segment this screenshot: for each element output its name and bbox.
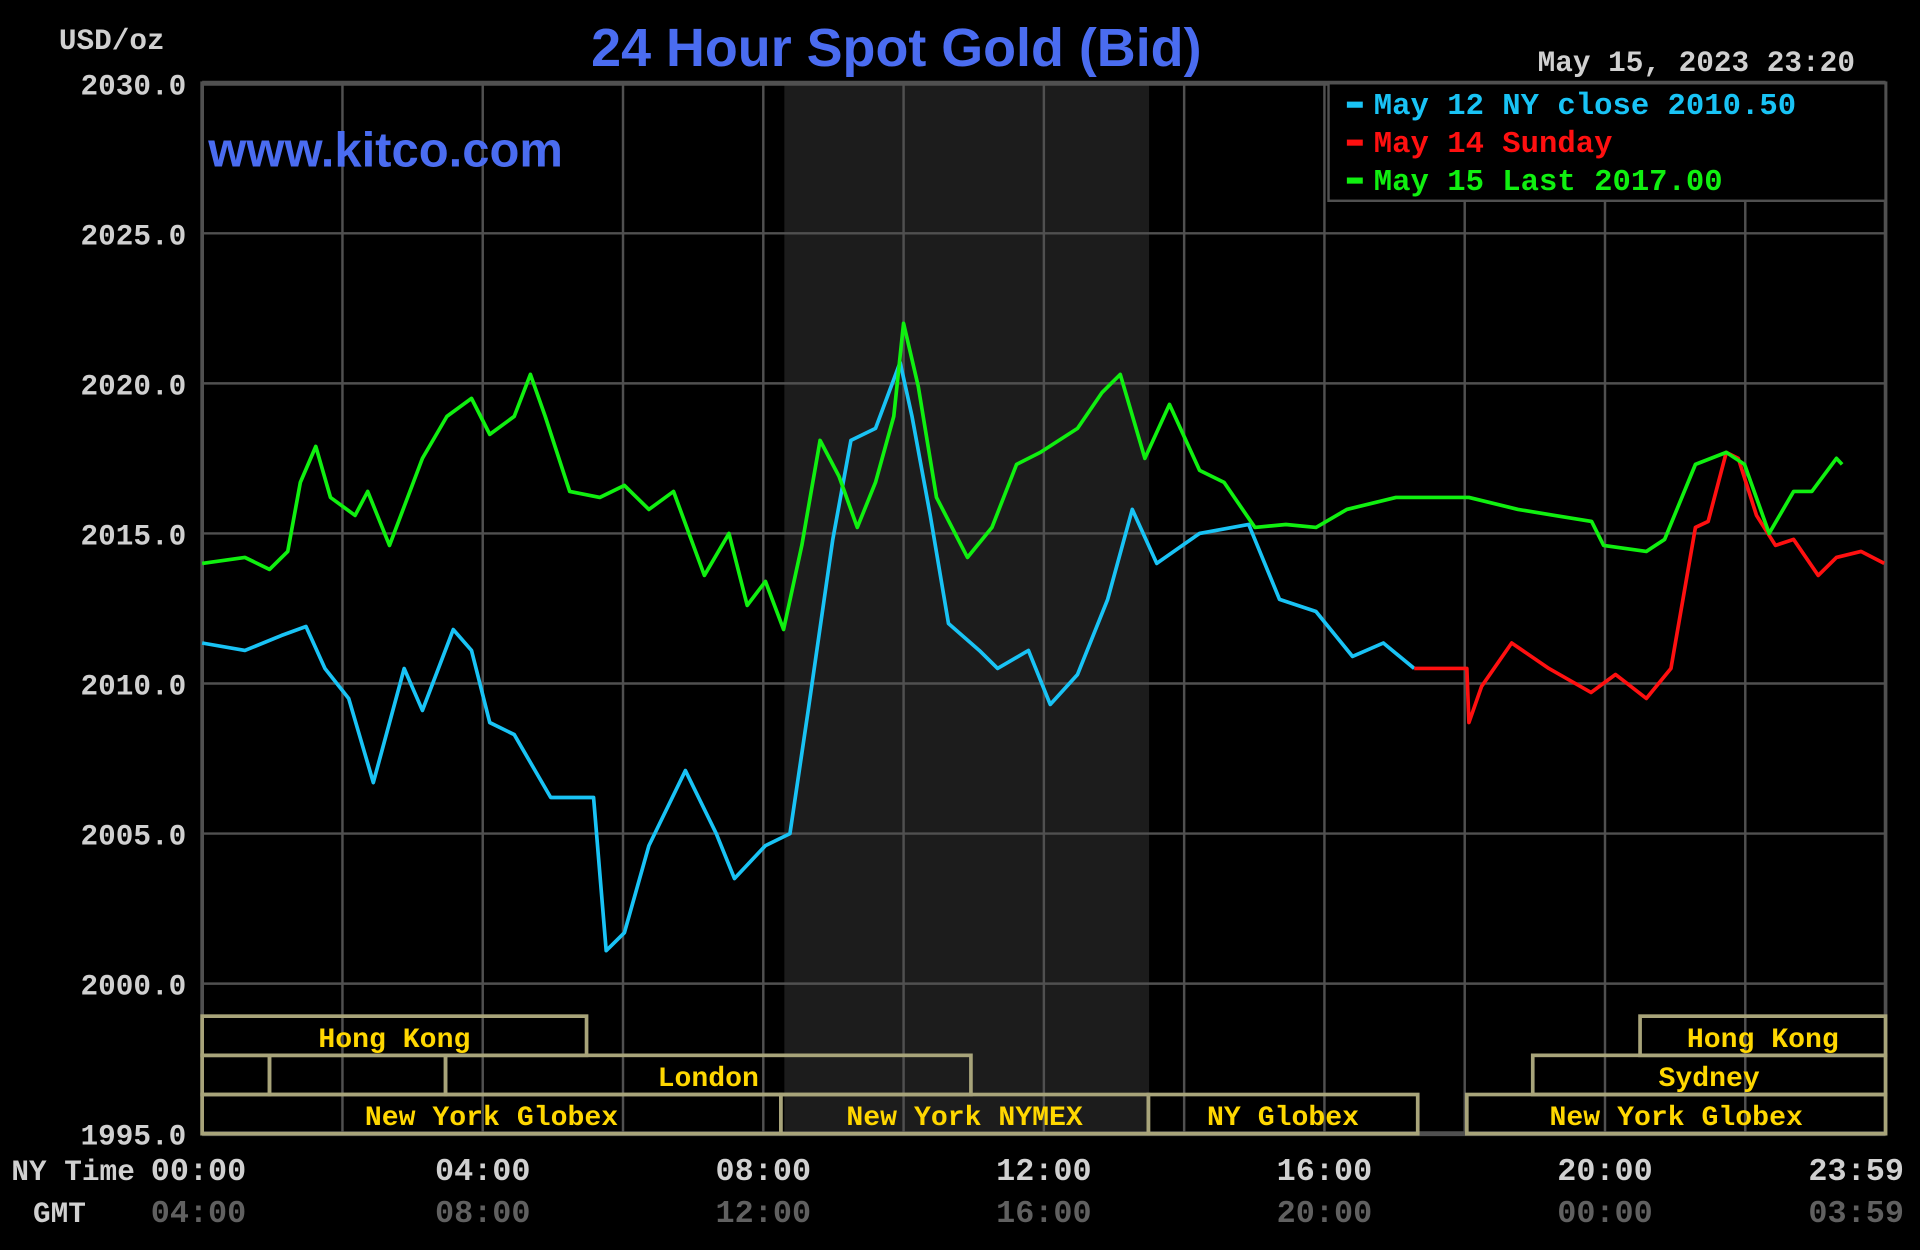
price-series [201,321,1886,953]
legend-swatch [1346,177,1363,184]
chart-title: 24 Hour Spot Gold (Bid) [591,18,1201,78]
session-label: New York Globex [365,1103,618,1134]
series-line-2 [1414,450,1886,725]
plot-background [784,83,1150,1134]
x-tick-label: 03:59 [1808,1196,1904,1232]
x-tick-label: 16:00 [1277,1154,1373,1190]
trading-sessions: Hong Kong Hong Kong London Sydney New York G… [200,1014,1888,1136]
y-tick-label: 2015.0 [80,520,186,553]
x-tick-label: 04:00 [435,1154,530,1190]
y-tick-label: 2020.0 [80,370,186,403]
x-tick-label: 08:00 [435,1196,530,1232]
y-tick-label: 2010.0 [80,671,186,704]
x-tick-label: 04:00 [151,1196,247,1232]
x-tick-label: 20:00 [1277,1196,1373,1232]
session-box [1464,1092,1888,1136]
legend-entry: May 15 Last 2017.00 [1374,166,1723,200]
session-label: Sydney [1658,1064,1759,1095]
legend: May 12 NY close 2010.50 May 14 Sunday May … [1346,90,1796,200]
x-tick-label: 00:00 [1557,1196,1653,1232]
x-tick-label: 08:00 [716,1154,811,1190]
axes: 2030.0 2025.0 2020.0 2015.0 2010.0 2005.0 2000… [11,70,1904,1232]
x-tick-label: 00:00 [151,1154,247,1190]
y-tick-label: 2000.0 [80,971,186,1004]
x-tick-label: 16:00 [996,1196,1092,1232]
y-axis-unit: USD/oz [59,25,165,58]
legend-box [1327,82,1887,203]
session-box [200,1053,272,1097]
y-tick-label: 2025.0 [80,220,186,253]
legend-entry: May 12 NY close 2010.50 [1374,90,1796,124]
session-box [1146,1092,1420,1136]
timestamp: May 15, 2023 23:20 [1538,47,1855,80]
x-tick-label: 23:59 [1808,1154,1904,1190]
x-tick-label: 12:00 [996,1154,1092,1190]
session-label: New York NYMEX [846,1103,1083,1134]
watermark: www.kitco.com [207,124,563,178]
series-line-3 [201,321,1844,632]
y-tick-label: 2030.0 [80,70,186,103]
grid [200,80,1888,1137]
legend-entry: May 14 Sunday [1374,128,1613,162]
session-label: New York Globex [1550,1103,1803,1134]
x-axis-row-label: GMT [33,1198,86,1231]
y-tick-label: 1995.0 [80,1121,186,1154]
session-label: Hong Kong [1687,1025,1839,1056]
session-label: Hong Kong [318,1025,470,1056]
session-label: NY Globex [1207,1103,1359,1134]
legend-swatch [1346,139,1363,146]
series-line-1 [201,360,1416,953]
y-tick-label: 2005.0 [80,821,186,854]
session-box [267,1053,448,1097]
x-axis-row-label: NY Time [11,1156,134,1189]
highlight-band [784,83,1150,1134]
session-label: London [658,1064,759,1095]
x-tick-label: 12:00 [716,1196,811,1232]
legend-swatch [1346,101,1363,108]
x-tick-label: 20:00 [1557,1154,1653,1190]
